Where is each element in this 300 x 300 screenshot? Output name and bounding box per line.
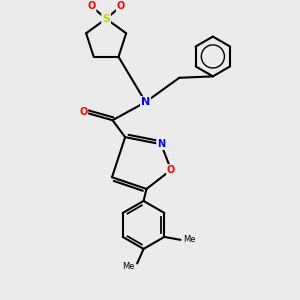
Text: S: S: [102, 14, 110, 24]
Text: Me: Me: [122, 262, 135, 271]
Text: O: O: [117, 2, 125, 11]
Text: O: O: [87, 2, 96, 11]
Text: O: O: [79, 107, 87, 117]
Text: O: O: [167, 165, 175, 175]
Text: N: N: [141, 97, 150, 107]
Text: N: N: [157, 139, 165, 149]
Text: Me: Me: [183, 235, 195, 244]
